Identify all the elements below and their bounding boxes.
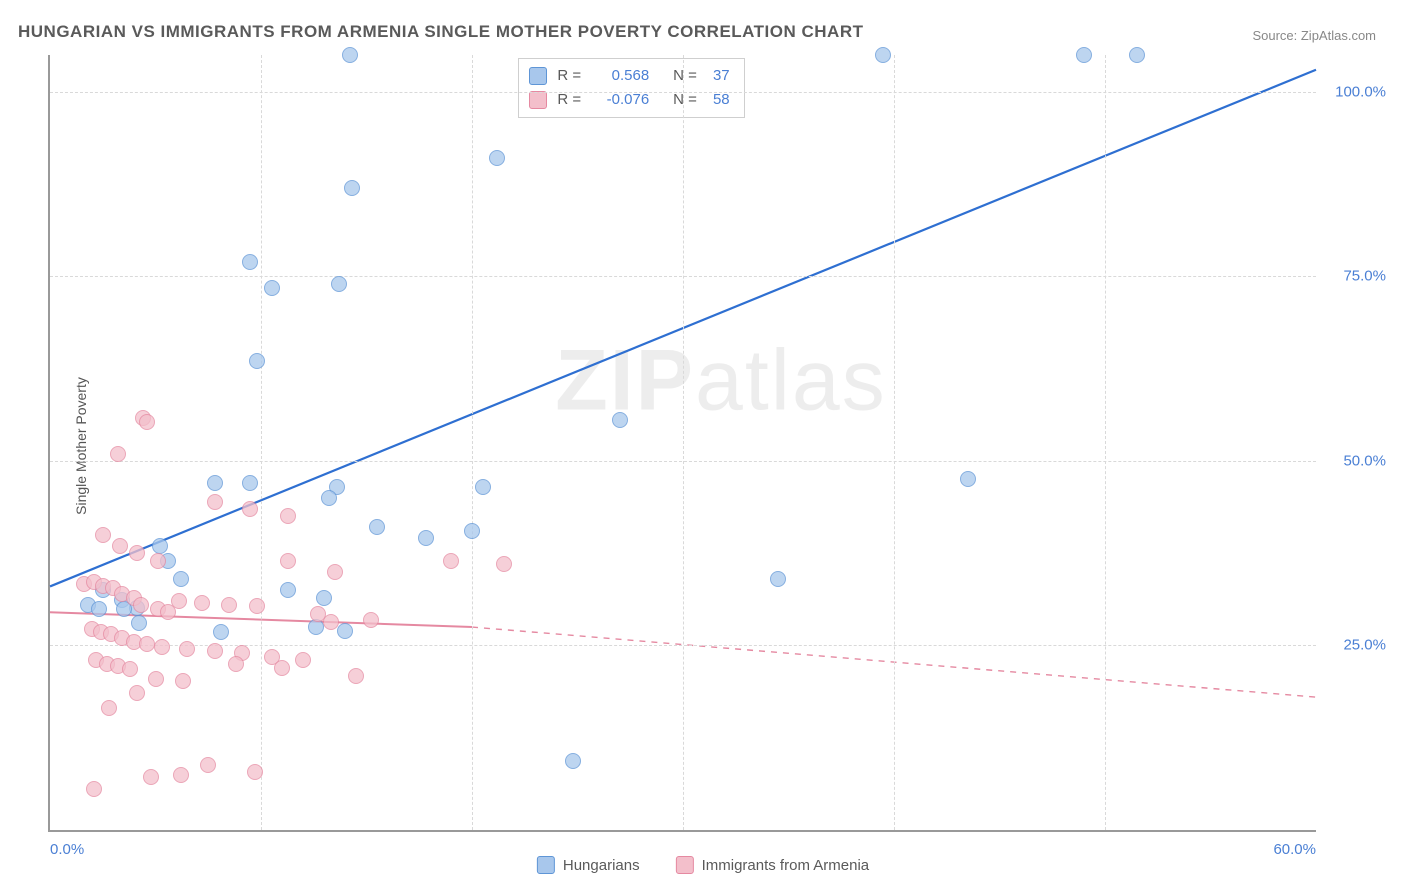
x-tick-label: 0.0%: [50, 841, 84, 858]
watermark-thin: atlas: [695, 332, 887, 428]
data-point: [316, 590, 332, 606]
y-tick-label: 50.0%: [1326, 452, 1386, 469]
data-point: [173, 571, 189, 587]
data-point: [960, 471, 976, 487]
data-point: [171, 593, 187, 609]
data-point: [1129, 47, 1145, 63]
data-point: [194, 595, 210, 611]
data-point: [139, 636, 155, 652]
data-point: [143, 769, 159, 785]
series-legend-label: Hungarians: [563, 857, 640, 874]
data-point: [264, 280, 280, 296]
gridline-vertical: [472, 55, 473, 830]
data-point: [280, 553, 296, 569]
data-point: [173, 767, 189, 783]
gridline-vertical: [894, 55, 895, 830]
data-point: [129, 685, 145, 701]
data-point: [337, 623, 353, 639]
data-point: [148, 671, 164, 687]
data-point: [139, 414, 155, 430]
data-point: [475, 479, 491, 495]
y-tick-label: 100.0%: [1326, 83, 1386, 100]
data-point: [122, 661, 138, 677]
data-point: [342, 47, 358, 63]
y-tick-label: 25.0%: [1326, 637, 1386, 654]
data-point: [152, 538, 168, 554]
data-point: [110, 446, 126, 462]
data-point: [213, 624, 229, 640]
data-point: [1076, 47, 1092, 63]
plot-area: ZIPatlas R =0.568N =37R =-0.076N =58 25.…: [48, 55, 1316, 832]
data-point: [131, 615, 147, 631]
legend-n-label: N =: [673, 64, 697, 88]
data-point: [418, 530, 434, 546]
data-point: [91, 601, 107, 617]
data-point: [154, 639, 170, 655]
data-point: [274, 660, 290, 676]
data-point: [280, 508, 296, 524]
chart-title: HUNGARIAN VS IMMIGRANTS FROM ARMENIA SIN…: [18, 22, 864, 42]
data-point: [443, 553, 459, 569]
data-point: [875, 47, 891, 63]
watermark: ZIPatlas: [555, 331, 886, 430]
data-point: [95, 527, 111, 543]
data-point: [221, 597, 237, 613]
data-point: [242, 501, 258, 517]
data-point: [249, 353, 265, 369]
data-point: [207, 494, 223, 510]
source-label: Source: ZipAtlas.com: [1252, 28, 1376, 43]
data-point: [565, 753, 581, 769]
stats-legend: R =0.568N =37R =-0.076N =58: [518, 58, 744, 118]
data-point: [175, 673, 191, 689]
data-point: [101, 700, 117, 716]
legend-swatch: [529, 91, 547, 109]
data-point: [344, 180, 360, 196]
data-point: [369, 519, 385, 535]
legend-swatch: [529, 67, 547, 85]
stats-legend-row: R = 0.568 N = 37: [529, 64, 729, 88]
data-point: [86, 781, 102, 797]
gridline-vertical: [261, 55, 262, 830]
data-point: [249, 598, 265, 614]
data-point: [331, 276, 347, 292]
data-point: [207, 475, 223, 491]
data-point: [363, 612, 379, 628]
data-point: [321, 490, 337, 506]
legend-swatch: [537, 856, 555, 874]
data-point: [295, 652, 311, 668]
data-point: [200, 757, 216, 773]
gridline-vertical: [1105, 55, 1106, 830]
data-point: [112, 538, 128, 554]
legend-n-value: 37: [713, 64, 730, 88]
data-point: [207, 643, 223, 659]
data-point: [242, 475, 258, 491]
data-point: [327, 564, 343, 580]
data-point: [280, 582, 296, 598]
x-tick-label: 60.0%: [1273, 841, 1316, 858]
y-tick-label: 75.0%: [1326, 268, 1386, 285]
data-point: [129, 545, 145, 561]
data-point: [228, 656, 244, 672]
legend-swatch: [676, 856, 694, 874]
data-point: [770, 571, 786, 587]
data-point: [242, 254, 258, 270]
data-point: [496, 556, 512, 572]
data-point: [348, 668, 364, 684]
data-point: [133, 597, 149, 613]
data-point: [323, 614, 339, 630]
data-point: [247, 764, 263, 780]
gridline-vertical: [683, 55, 684, 830]
data-point: [179, 641, 195, 657]
data-point: [150, 553, 166, 569]
legend-r-value: 0.568: [597, 64, 649, 88]
data-point: [464, 523, 480, 539]
series-legend-item: Immigrants from Armenia: [676, 856, 870, 874]
data-point: [489, 150, 505, 166]
series-legend-label: Immigrants from Armenia: [702, 857, 870, 874]
series-legend: Hungarians Immigrants from Armenia: [537, 856, 869, 874]
series-legend-item: Hungarians: [537, 856, 640, 874]
data-point: [612, 412, 628, 428]
legend-r-label: R =: [557, 64, 581, 88]
